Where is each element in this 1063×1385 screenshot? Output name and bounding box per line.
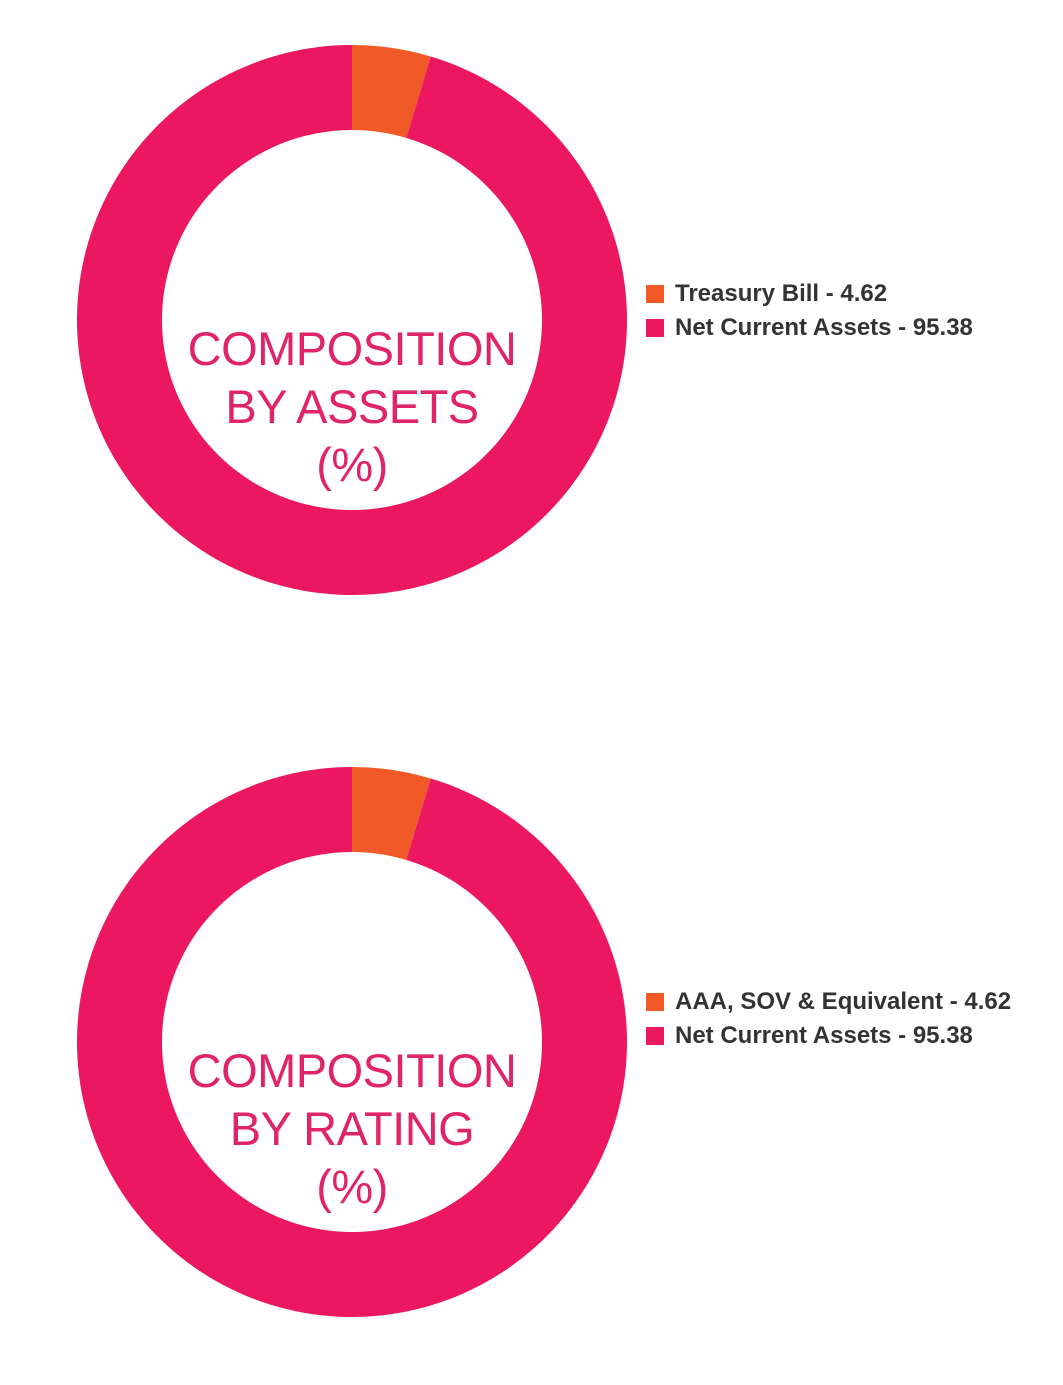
legend-item: Net Current Assets - 95.38 bbox=[646, 312, 1026, 344]
legend-label: Treasury Bill - 4.62 bbox=[675, 280, 888, 307]
donut-slice bbox=[77, 45, 628, 595]
composition-by-assets-chart: COMPOSITION BY ASSETS (%) Treasury Bill … bbox=[0, 40, 1063, 600]
donut-slice bbox=[77, 767, 628, 1317]
legend-swatch bbox=[646, 319, 664, 337]
legend-swatch bbox=[646, 285, 664, 303]
chart-title-line-1: COMPOSITION bbox=[187, 322, 517, 375]
legend: Treasury Bill - 4.62 Net Current Assets … bbox=[646, 278, 1026, 346]
chart-title-line-3: (%) bbox=[316, 438, 388, 491]
donut-chart bbox=[77, 45, 628, 595]
legend-item: AAA, SOV & Equivalent - 4.62 bbox=[646, 986, 1026, 1018]
donut-slice bbox=[352, 45, 431, 138]
legend-item: Treasury Bill - 4.62 bbox=[646, 278, 1026, 310]
legend-item: Net Current Assets - 95.38 bbox=[646, 1020, 1026, 1052]
chart-title-line-3: (%) bbox=[316, 1160, 388, 1213]
legend-label: AAA, SOV & Equivalent - 4.62 bbox=[675, 988, 1012, 1015]
legend: AAA, SOV & Equivalent - 4.62 Net Current… bbox=[646, 986, 1026, 1054]
chart-title-line-1: COMPOSITION bbox=[187, 1044, 517, 1097]
chart-title-line-2: BY RATING bbox=[229, 1102, 475, 1155]
legend-label: Net Current Assets - 95.38 bbox=[675, 1022, 973, 1049]
donut-chart bbox=[77, 767, 628, 1317]
chart-title: COMPOSITION BY RATING (%) bbox=[147, 1042, 557, 1216]
legend-swatch bbox=[646, 1027, 664, 1045]
legend-label: Net Current Assets - 95.38 bbox=[675, 314, 973, 341]
composition-by-rating-chart: COMPOSITION BY RATING (%) AAA, SOV & Equ… bbox=[0, 762, 1063, 1322]
chart-title-line-2: BY ASSETS bbox=[225, 380, 479, 433]
legend-swatch bbox=[646, 993, 664, 1011]
donut-slice bbox=[352, 767, 431, 860]
chart-title: COMPOSITION BY ASSETS (%) bbox=[147, 320, 557, 494]
